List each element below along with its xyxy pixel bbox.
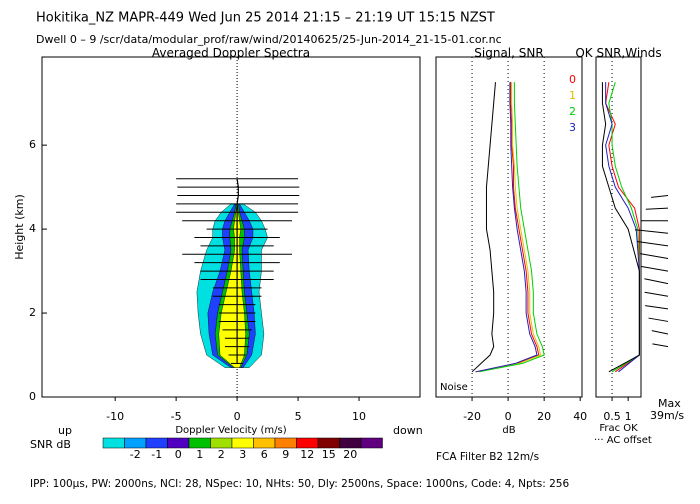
colorbar-label: 9 bbox=[282, 448, 289, 461]
profile-line bbox=[475, 82, 540, 373]
profile-line bbox=[608, 82, 640, 373]
plot-frame bbox=[595, 56, 642, 398]
colorbar-cell bbox=[360, 437, 383, 449]
colorbar-cell bbox=[317, 437, 340, 449]
x-tick-label: 1 bbox=[625, 410, 632, 423]
colorbar-cell bbox=[124, 437, 147, 449]
x-axis-label: dB bbox=[502, 425, 515, 436]
legend-entry: 1 bbox=[569, 89, 576, 102]
x-tick-label: 0.5 bbox=[603, 410, 621, 423]
wind-barb bbox=[640, 265, 669, 272]
profile-line bbox=[601, 82, 640, 373]
colorbar-cell bbox=[210, 437, 233, 449]
x-tick-label: 0 bbox=[505, 410, 512, 423]
colorbar-down: down bbox=[393, 424, 423, 437]
colorbar-cell bbox=[102, 437, 125, 449]
colorbar-cell bbox=[339, 437, 362, 449]
wind-barb bbox=[644, 291, 669, 297]
profile-line bbox=[471, 82, 496, 373]
x-tick-label: 40 bbox=[573, 410, 587, 423]
legend-entry: 3 bbox=[569, 121, 576, 134]
barb-scale: 39m/s bbox=[650, 409, 684, 422]
colorbar-label: 6 bbox=[261, 448, 268, 461]
colorbar-title: SNR dB bbox=[30, 438, 71, 451]
y-tick-label: 0 bbox=[29, 390, 36, 403]
x-axis-label: Doppler Velocity (m/s) bbox=[175, 425, 286, 436]
panel-note: ··· AC offset bbox=[594, 435, 652, 446]
wind-barb bbox=[645, 305, 669, 310]
colorbar-label: 15 bbox=[322, 448, 336, 461]
colorbar-cell bbox=[231, 437, 254, 449]
legend-entry: 0 bbox=[569, 73, 576, 86]
colorbar-cell bbox=[188, 437, 211, 449]
subtitle: Dwell 0 – 9 /scr/data/modular_prof/raw/w… bbox=[36, 33, 502, 46]
plot-frame bbox=[41, 56, 421, 398]
profile-line bbox=[479, 82, 545, 373]
x-tick-label: 10 bbox=[352, 410, 366, 423]
colorbar-up: up bbox=[58, 424, 72, 437]
profile-line bbox=[605, 82, 640, 373]
wind-barb bbox=[644, 278, 669, 285]
x-tick-label: 0 bbox=[234, 410, 241, 423]
x-tick-label: -5 bbox=[171, 410, 182, 423]
panel-title: Signal, SNR bbox=[474, 46, 543, 60]
colorbar-label: -2 bbox=[130, 448, 141, 461]
colorbar-label: 0 bbox=[175, 448, 182, 461]
snr-contour bbox=[218, 203, 246, 368]
profile-line bbox=[605, 82, 640, 373]
wind-barb bbox=[636, 241, 669, 247]
x-tick-label: 5 bbox=[295, 410, 302, 423]
colorbar-label: 12 bbox=[300, 448, 314, 461]
x-tick-label: 20 bbox=[537, 410, 551, 423]
panel-title: Averaged Doppler Spectra bbox=[152, 46, 310, 60]
colorbar-label: -1 bbox=[151, 448, 162, 461]
barb-max: Max bbox=[658, 397, 681, 410]
y-tick-label: 6 bbox=[29, 138, 36, 151]
colorbar-label: 20 bbox=[343, 448, 357, 461]
x-tick-label: -10 bbox=[106, 410, 124, 423]
panel-title: OK SNR,Winds bbox=[575, 46, 661, 60]
params: IPP: 100µs, PW: 2000ns, NCI: 28, NSpec: … bbox=[30, 478, 569, 490]
wind-barb bbox=[651, 195, 669, 198]
x-tick-label: -20 bbox=[463, 410, 481, 423]
wind-barb bbox=[651, 330, 669, 335]
colorbar-cell bbox=[253, 437, 276, 449]
profile-line bbox=[477, 82, 542, 373]
plot-frame bbox=[435, 56, 583, 398]
wind-barb bbox=[639, 253, 669, 259]
filter: FCA Filter B2 12m/s bbox=[436, 451, 539, 463]
colorbar-cell bbox=[145, 437, 168, 449]
colorbar-label: 3 bbox=[239, 448, 246, 461]
colorbar-cell bbox=[296, 437, 319, 449]
wind-barb bbox=[645, 207, 669, 210]
panel-note: Noise bbox=[440, 382, 468, 393]
colorbar-cell bbox=[274, 437, 297, 449]
profile-line bbox=[475, 82, 538, 373]
title: Hokitika_NZ MAPR-449 Wed Jun 25 2014 21:… bbox=[36, 11, 495, 26]
y-axis-label: Height (km) bbox=[13, 194, 26, 260]
wind-barb bbox=[634, 229, 669, 234]
colorbar-label: 1 bbox=[196, 448, 203, 461]
colorbar-cell bbox=[167, 437, 190, 449]
x-axis-label: Frac OK bbox=[599, 423, 638, 434]
y-tick-label: 2 bbox=[29, 306, 36, 319]
wind-barb bbox=[652, 343, 669, 348]
mean-velocity bbox=[236, 178, 239, 364]
y-tick-label: 4 bbox=[29, 222, 36, 235]
wind-barb bbox=[648, 317, 669, 322]
legend-entry: 2 bbox=[569, 105, 576, 118]
colorbar-label: 2 bbox=[218, 448, 225, 461]
